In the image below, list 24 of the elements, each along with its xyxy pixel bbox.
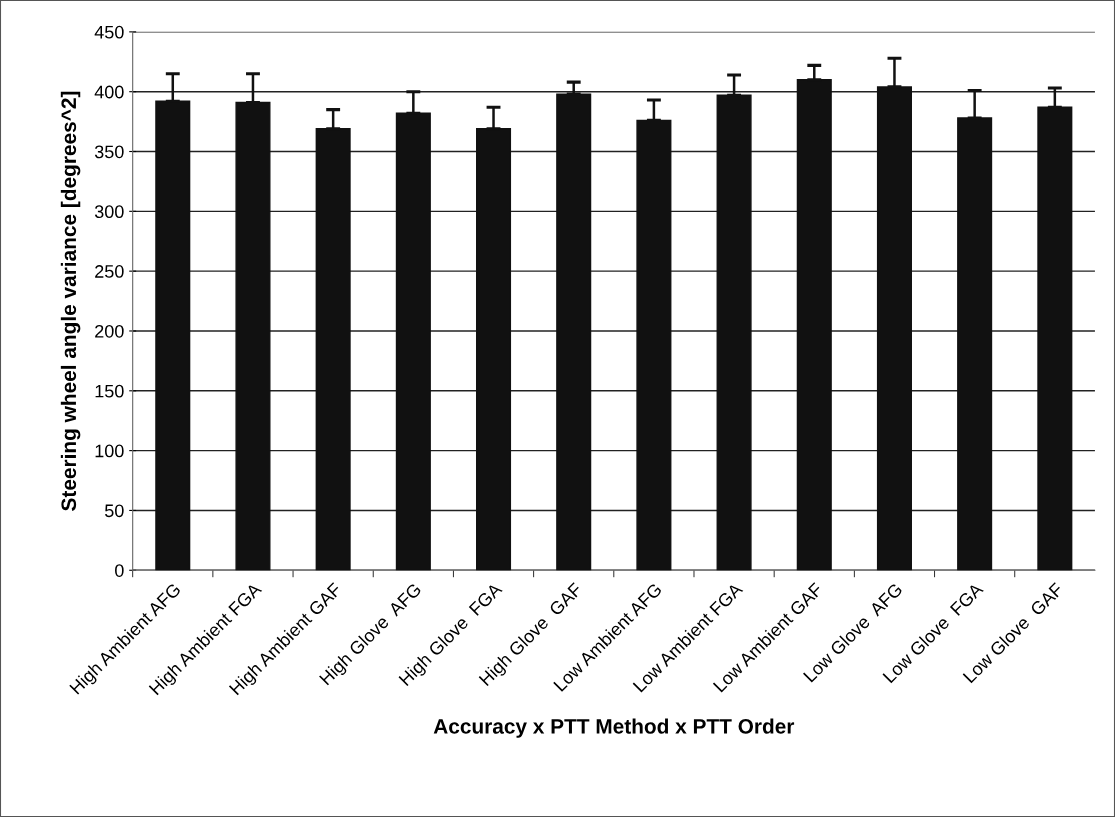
bar <box>716 94 752 571</box>
bar <box>957 117 993 571</box>
y-tick-label: 0 <box>115 564 124 577</box>
bar <box>395 112 431 571</box>
bar <box>155 100 191 571</box>
y-axis-title: Steering wheel angle variance [degrees^2] <box>60 91 81 511</box>
x-axis-title: Accuracy x PTT Method x PTT Order <box>433 718 795 738</box>
bar <box>556 93 592 571</box>
y-tick-label: 350 <box>94 145 124 159</box>
y-tick-label: 50 <box>104 504 124 518</box>
bar <box>876 86 912 571</box>
y-tick-label: 250 <box>95 265 124 278</box>
bar <box>475 128 512 571</box>
y-tick-label: 200 <box>95 324 124 338</box>
bar <box>636 119 672 571</box>
bar <box>235 101 271 571</box>
bar <box>1037 106 1073 571</box>
y-tick-label: 100 <box>95 444 124 458</box>
y-tick-label: 300 <box>94 205 124 219</box>
y-tick-label: 150 <box>95 384 124 398</box>
bar <box>315 128 351 571</box>
y-tick-label: 450 <box>94 25 124 39</box>
bar <box>796 79 832 571</box>
y-tick-label: 400 <box>94 85 124 99</box>
